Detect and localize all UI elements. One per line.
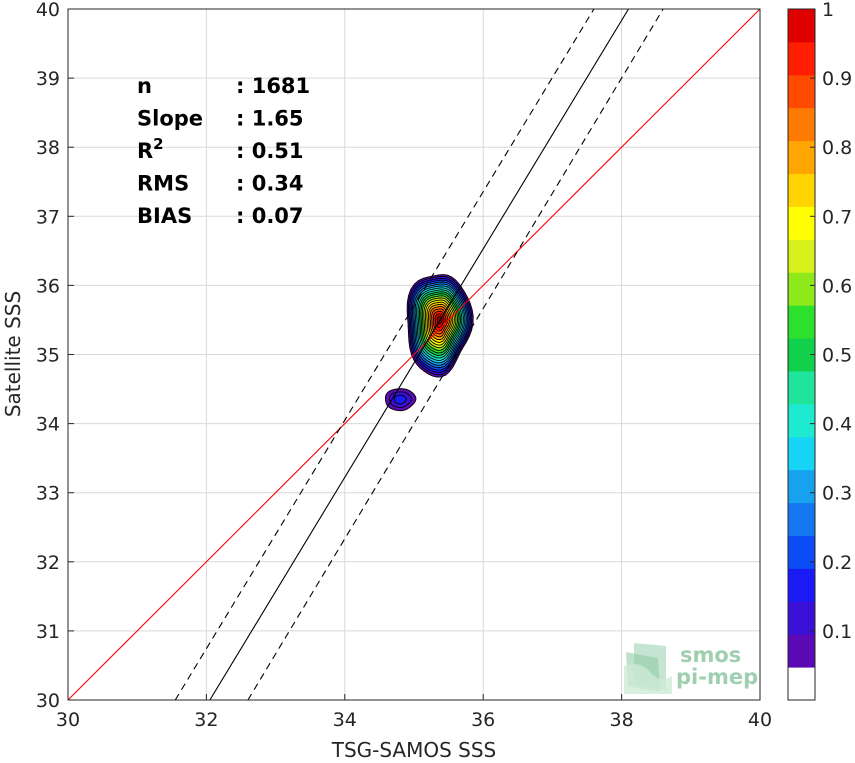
colorbar-segment — [788, 568, 815, 602]
gridlines — [67, 8, 761, 701]
x-tick-label: 30 — [56, 709, 80, 731]
colorbar-segment — [788, 107, 815, 142]
x-tick-label: 40 — [748, 709, 772, 731]
logo-text-pimep: pi-mep — [676, 665, 758, 689]
colorbar-segment — [788, 74, 815, 109]
contour-level-3 — [393, 394, 407, 405]
axis-ticks: 30 32 34 36 38 40 30 31 32 33 34 35 36 37 38 39 40 — [36, 0, 772, 731]
colorbar-segment — [788, 206, 815, 240]
colorbar-segment — [788, 634, 815, 668]
stat-label: RMS — [137, 172, 189, 196]
stat-value: : 0.34 — [236, 172, 304, 196]
colorbar — [787, 8, 816, 701]
y-tick-label: 37 — [36, 206, 60, 228]
colorbar-tick-label: 0.8 — [822, 137, 852, 159]
x-tick-label: 32 — [194, 709, 218, 731]
y-tick-label: 34 — [36, 414, 60, 436]
colorbar-tick-label: 0.7 — [822, 206, 852, 228]
y-tick-label: 39 — [36, 68, 60, 90]
stat-superscript: 2 — [153, 135, 163, 153]
x-tick-label: 34 — [333, 709, 357, 731]
colorbar-segment — [788, 667, 815, 701]
y-tick-label: 32 — [36, 552, 60, 574]
colorbar-segment — [788, 469, 815, 504]
logo-text-smos: smos — [680, 643, 741, 667]
colorbar-tick-label: 0.2 — [822, 552, 852, 574]
y-tick-label: 33 — [36, 483, 60, 505]
colorbar-segment — [788, 601, 815, 635]
colorbar-segment — [788, 305, 815, 339]
stat-value: : 1.65 — [236, 107, 304, 131]
colorbar-segment — [788, 502, 815, 536]
identity-line — [68, 9, 760, 700]
colorbar-tick-label: 0.4 — [822, 414, 852, 436]
colorbar-tick-label: 0.6 — [822, 275, 852, 297]
y-tick-label: 35 — [36, 345, 60, 367]
y-tick-label: 30 — [36, 690, 60, 712]
colorbar-ticks: 0.1 0.2 0.3 0.4 0.5 0.6 0.7 0.8 0.9 1 — [810, 0, 852, 643]
colorbar-segment — [788, 239, 815, 273]
stat-label: BIAS — [137, 204, 192, 228]
colorbar-segment — [788, 403, 815, 438]
regression-upper-line — [174, 9, 595, 700]
colorbar-segment — [788, 272, 815, 306]
y-axis-label: Satellite SSS — [1, 291, 25, 417]
colorbar-tick-label: 1 — [822, 0, 834, 21]
watermark-logo: smos pi-mep — [624, 643, 758, 694]
colorbar-segment — [788, 41, 815, 76]
stat-value: : 0.07 — [236, 204, 304, 228]
stat-label: n — [137, 74, 152, 98]
y-tick-label: 36 — [36, 275, 60, 297]
stat-value: : 1681 — [236, 74, 310, 98]
reference-lines — [68, 9, 760, 700]
colorbar-segment — [788, 535, 815, 569]
stat-label: Slope — [137, 107, 203, 131]
colorbar-segment — [788, 140, 815, 175]
y-tick-label: 38 — [36, 137, 60, 159]
regression-lower-line — [247, 9, 664, 700]
x-axis-label: TSG-SAMOS SSS — [331, 738, 497, 762]
regression-line — [209, 9, 629, 700]
colorbar-tick-label: 0.3 — [822, 483, 852, 505]
y-tick-label: 40 — [36, 0, 60, 21]
x-tick-label: 36 — [471, 709, 495, 731]
colorbar-segment — [788, 370, 815, 405]
stat-value: : 0.51 — [236, 139, 304, 163]
colorbar-segment — [788, 9, 815, 43]
colorbar-segment — [788, 173, 815, 207]
y-tick-label: 31 — [36, 621, 60, 643]
x-tick-label: 38 — [610, 709, 634, 731]
colorbar-tick-label: 0.9 — [822, 68, 852, 90]
colorbar-tick-label: 0.1 — [822, 621, 852, 643]
colorbar-segment — [788, 436, 815, 471]
colorbar-tick-label: 0.5 — [822, 345, 852, 367]
